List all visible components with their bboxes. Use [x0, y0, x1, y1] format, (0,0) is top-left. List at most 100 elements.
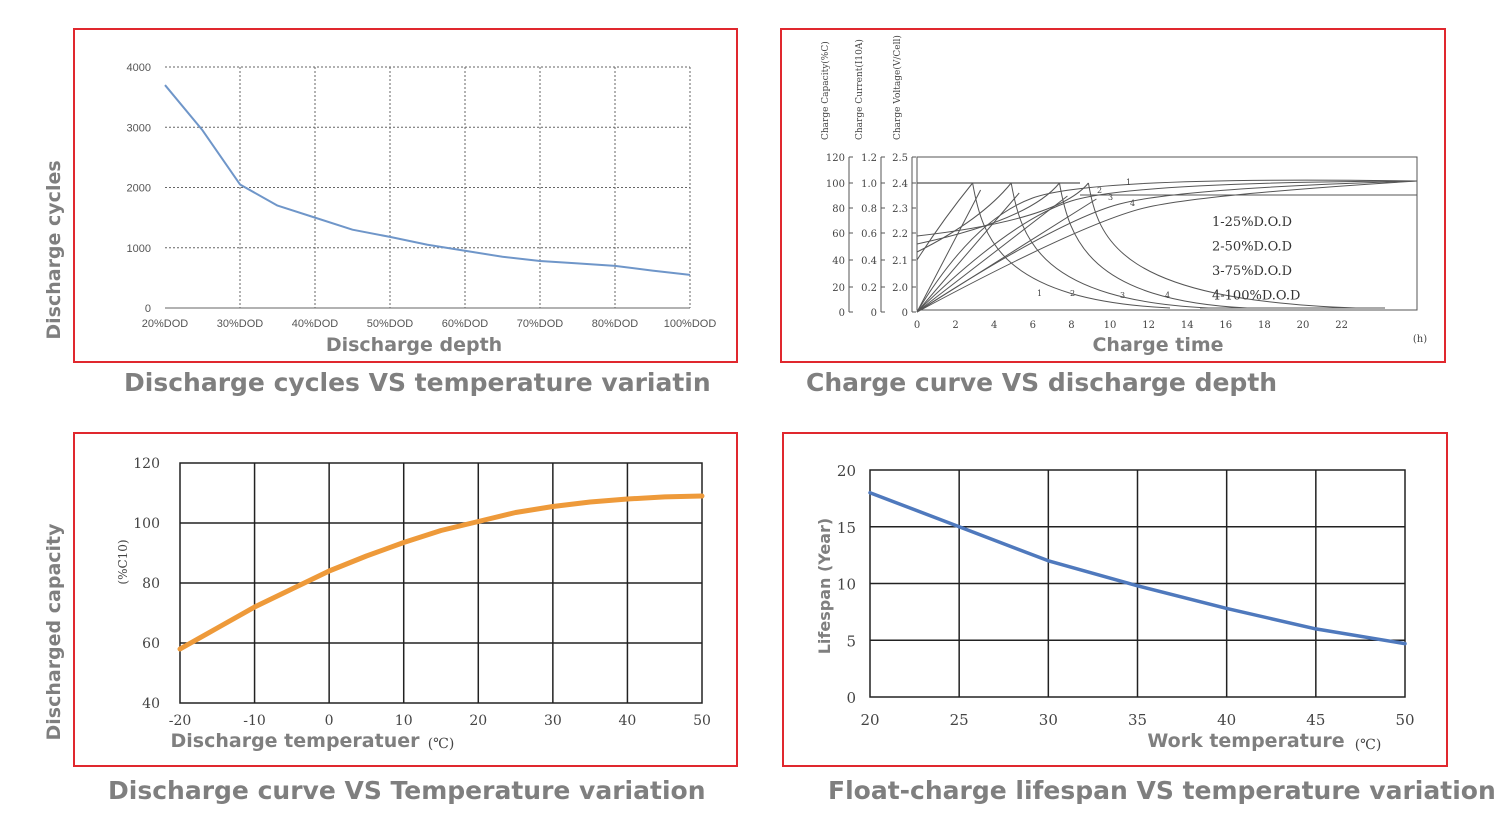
legend-item: 2-50%D.O.D	[1212, 240, 1292, 255]
y-tick-label: 0	[839, 308, 845, 319]
series-capacity-line	[916, 189, 982, 313]
y-tick-label: 4000	[127, 62, 151, 74]
y-axis-title: Charge Capacity(%C)	[820, 41, 831, 140]
y-tick-label: 0.2	[861, 283, 877, 294]
y-axis-title: Charge Current(I10A)	[854, 39, 865, 140]
x-tick-label: 50	[693, 713, 711, 729]
x-axis-unit: (℃)	[428, 736, 455, 752]
x-tick-label: 40	[1217, 711, 1236, 729]
curve-number-label: 3	[1120, 291, 1125, 300]
x-tick-label: 70%DOD	[517, 318, 564, 330]
x-tick-label: 60%DOD	[442, 318, 489, 330]
y-tick-label: 20	[837, 462, 856, 480]
y-tick-label: 120	[826, 153, 845, 164]
curve-number-label: 2	[1070, 289, 1075, 298]
x-tick-label: 14	[1181, 320, 1194, 331]
x-tick-label: 45	[1306, 711, 1325, 729]
y-tick-label: 15	[837, 519, 856, 537]
legend-item: 3-75%D.O.D	[1212, 264, 1292, 279]
x-tick-label: 40	[619, 713, 637, 729]
y-tick-label: 0	[871, 308, 877, 319]
series-capacity-curve	[916, 180, 1418, 313]
panel-float-lifespan	[782, 432, 1448, 767]
series-capacity-line	[916, 192, 1020, 313]
x-tick-label: 6	[1030, 320, 1036, 331]
y-axis-title: Lifespan (Year)	[815, 518, 834, 655]
y-tick-label: 2.2	[892, 229, 908, 240]
y-tick-label: 1000	[127, 243, 151, 255]
series-line-discharge-cycles	[164, 84, 691, 276]
x-tick-label: 80%DOD	[592, 318, 639, 330]
y-tick-label: 2.0	[892, 283, 908, 294]
x-tick-label: 50	[1395, 711, 1414, 729]
x-tick-label: 50%DOD	[367, 318, 414, 330]
series-current-curve	[1087, 182, 1356, 309]
caption-charge-curve: Charge curve VS discharge depth	[806, 368, 1278, 397]
x-axis-title: Discharge depth	[326, 334, 502, 356]
series-voltage-curve	[916, 182, 973, 261]
x-tick-label: 40%DOD	[292, 318, 339, 330]
plot-frame	[916, 156, 1418, 311]
series-line-lifespan	[868, 490, 1407, 646]
series-voltage-curve	[916, 182, 1089, 237]
y-tick-label: 40	[832, 256, 845, 267]
y-tick-label: 120	[133, 456, 160, 472]
y-tick-label: 0	[902, 308, 908, 319]
series-capacity-line	[916, 198, 1097, 313]
x-tick-label: 0	[914, 320, 920, 331]
curve-number-label: 1	[1126, 178, 1131, 187]
y-tick-label: 20	[832, 283, 845, 294]
series-capacity-curve	[916, 179, 1418, 313]
series-capacity-line	[916, 195, 1068, 313]
series-current-curve	[1010, 182, 1209, 309]
legend-item: 1-25%D.O.D	[1212, 215, 1292, 230]
x-tick-label: 12	[1142, 320, 1155, 331]
series-voltage-curve	[916, 182, 1060, 245]
x-tick-label: 30	[544, 713, 562, 729]
x-tick-label: 20	[1297, 320, 1310, 331]
x-tick-label: 4	[991, 320, 997, 331]
x-tick-label: 25	[950, 711, 969, 729]
y-tick-label: 0.8	[861, 204, 877, 215]
curve-number-label: 1	[1037, 289, 1042, 298]
x-tick-label: 20	[469, 713, 487, 729]
y-tick-label: 1.2	[861, 153, 877, 164]
y-axis-unit: (%C10)	[116, 539, 130, 584]
caption-float-lifespan: Float-charge lifespan VS temperature var…	[828, 776, 1496, 805]
y-tick-label: 1.0	[861, 179, 877, 190]
x-tick-label: 16	[1219, 320, 1232, 331]
legend-item: 4-100%D.O.D	[1212, 289, 1300, 304]
y-tick-label: 10	[837, 576, 856, 594]
x-axis-title: Discharge temperatuer	[171, 730, 421, 752]
curve-number-label: 4	[1130, 199, 1135, 208]
curve-number-label: 2	[1097, 186, 1102, 195]
y-tick-label: 5	[846, 632, 856, 650]
x-tick-label: 18	[1258, 320, 1271, 331]
y-tick-label: 80	[832, 204, 845, 215]
y-tick-label: 2.4	[892, 179, 908, 190]
y-tick-label: 3000	[127, 122, 151, 134]
y-tick-label: 60	[832, 229, 845, 240]
x-tick-label: 20%DOD	[142, 318, 189, 330]
x-tick-label: 30	[1039, 711, 1058, 729]
curve-number-label: 3	[1108, 193, 1113, 202]
x-axis-title: Charge time	[1092, 334, 1223, 356]
x-tick-label: 10	[1104, 320, 1117, 331]
x-tick-label: 30%DOD	[217, 318, 264, 330]
y-tick-label: 100	[133, 516, 160, 532]
y-tick-label: 2.1	[892, 256, 908, 267]
y-tick-label: 2.3	[892, 204, 908, 215]
x-tick-label: 35	[1128, 711, 1147, 729]
y-tick-label: 40	[142, 696, 160, 712]
x-tick-label: 100%DOD	[664, 318, 717, 330]
x-tick-label: 0	[325, 713, 334, 729]
y-tick-label: 0.4	[861, 256, 877, 267]
series-voltage-curve	[916, 182, 1012, 253]
y-tick-label: 0	[145, 303, 151, 315]
series-line-discharge-capacity	[177, 493, 705, 652]
y-axis-title: Discharged capacity	[43, 523, 65, 741]
y-tick-label: 80	[142, 576, 160, 592]
y-axis-title: Charge Voltage(V/Cell)	[892, 35, 903, 140]
x-axis-title: Work temperature	[1147, 730, 1344, 752]
